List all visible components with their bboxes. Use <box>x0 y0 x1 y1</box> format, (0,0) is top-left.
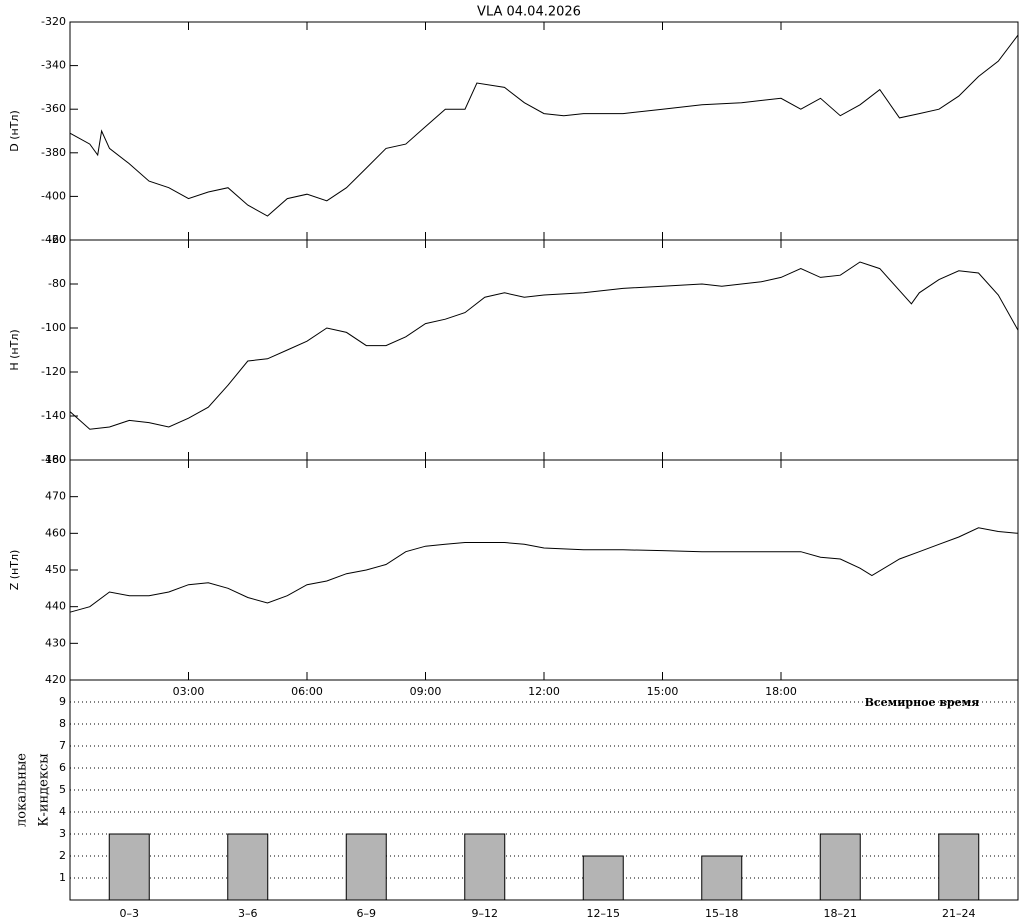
y-tick-label: -80 <box>48 277 66 290</box>
x-tick-label: 15–18 <box>705 907 739 920</box>
bar <box>108 833 150 901</box>
plot-frame <box>69 21 1019 241</box>
y-tick-label: -360 <box>41 102 66 115</box>
y-tick-label: -120 <box>41 365 66 378</box>
bar <box>345 833 387 901</box>
y-tick-label: 480 <box>45 453 66 466</box>
y-tick-label: 7 <box>59 739 66 752</box>
y-tick-label: -400 <box>41 189 66 202</box>
x-tick-label: 0–3 <box>120 907 140 920</box>
x-tick-label: 6–9 <box>357 907 377 920</box>
y-tick-label: 1 <box>59 871 66 884</box>
y-tick-label: 440 <box>45 600 66 613</box>
y-tick-label: 4 <box>59 805 66 818</box>
y-tick-label: 8 <box>59 717 66 730</box>
x-tick-label: 3–6 <box>238 907 258 920</box>
y-tick-label: -420 <box>41 233 66 246</box>
bar <box>819 833 861 901</box>
y-axis-label: Z (нТл) <box>8 550 21 591</box>
y-axis-label: К-индексы <box>37 753 52 826</box>
y-tick-label: 3 <box>59 827 66 840</box>
y-tick-label: -140 <box>41 409 66 422</box>
bar <box>582 855 624 901</box>
y-tick-label: -100 <box>41 321 66 334</box>
bar <box>938 833 980 901</box>
y-tick-label: 460 <box>45 526 66 539</box>
y-tick-label: -340 <box>41 59 66 72</box>
y-axis-label: локальные <box>15 753 30 827</box>
plot-frame <box>69 679 1019 901</box>
y-tick-label: 470 <box>45 490 66 503</box>
bar <box>227 833 269 901</box>
y-tick-label: 9 <box>59 695 66 708</box>
line-series <box>69 527 1019 613</box>
y-tick-label: -160 <box>41 453 66 466</box>
x-tick-label: 18–21 <box>824 907 858 920</box>
y-tick-label: 5 <box>59 783 66 796</box>
y-axis-label: D (нТл) <box>8 110 21 152</box>
y-tick-label: 6 <box>59 761 66 774</box>
x-tick-label: 12:00 <box>528 685 560 698</box>
x-tick-label: 9–12 <box>472 907 499 920</box>
line-series <box>69 261 1019 430</box>
bar <box>464 833 506 901</box>
y-tick-label: 2 <box>59 849 66 862</box>
x-tick-label: 15:00 <box>647 685 679 698</box>
chart-title: VLA 04.04.2026 <box>477 5 581 20</box>
x-tick-label: 12–15 <box>587 907 621 920</box>
bar <box>701 855 743 901</box>
y-tick-label: 420 <box>45 673 66 686</box>
plot-frame <box>69 239 1019 461</box>
y-tick-label: 450 <box>45 563 66 576</box>
y-tick-label: -380 <box>41 146 66 159</box>
y-tick-label: 430 <box>45 636 66 649</box>
y-tick-label: -320 <box>41 15 66 28</box>
plot-frame <box>69 459 1019 681</box>
y-axis-label: H (нТл) <box>8 329 21 370</box>
line-series <box>69 34 1019 217</box>
y-tick-label: -60 <box>48 233 66 246</box>
x-tick-label: 03:00 <box>173 685 205 698</box>
x-tick-label: 18:00 <box>765 685 797 698</box>
x-tick-label: 09:00 <box>410 685 442 698</box>
x-tick-label: 06:00 <box>291 685 323 698</box>
x-tick-label: 21–24 <box>942 907 976 920</box>
